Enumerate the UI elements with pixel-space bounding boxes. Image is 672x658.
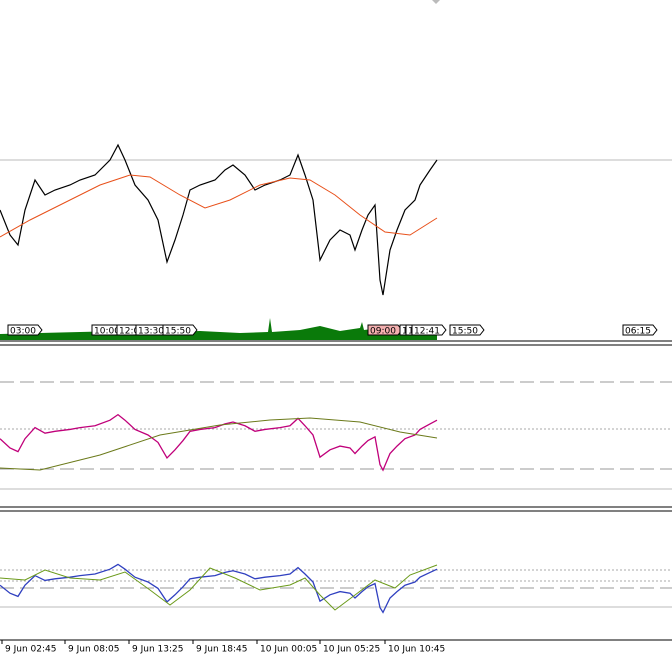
time-marker-label: 12:41 [414,327,440,337]
time-marker-label: 13:30 [138,327,164,337]
time-marker-label: 09:00 [370,327,396,337]
scroll-marker [432,0,440,4]
time-marker-label: 15:50 [165,327,191,337]
time-axis-label: 9 Jun 08:05 [68,645,119,655]
oscillator-signal [0,564,438,611]
moving-average [0,174,438,238]
time-marker-label: 1 [408,327,414,337]
signal-line [0,417,438,471]
time-axis-label: 9 Jun 02:45 [5,645,56,655]
time-axis-label: 10 Jun 05:25 [323,645,380,655]
time-axis-label: 9 Jun 18:45 [196,645,247,655]
time-axis-label: 10 Jun 00:05 [260,645,317,655]
price-line [0,143,438,296]
time-marker-label: 12:0 [119,327,139,337]
time-marker [449,324,485,336]
time-marker [162,324,198,336]
time-marker-label: 10:00 [94,327,120,337]
time-marker [7,324,43,336]
time-marker-label: 06:15 [625,327,651,337]
time-marker-label: 1 [402,327,408,337]
time-marker-label: 15:50 [452,327,478,337]
indicator-line [0,415,437,471]
time-marker-label: 03:00 [10,327,36,337]
time-marker [411,324,447,336]
time-marker [622,324,658,336]
time-axis-label: 9 Jun 13:25 [132,645,183,655]
oscillator-line [0,564,437,612]
time-axis-label: 10 Jun 10:45 [388,645,445,655]
